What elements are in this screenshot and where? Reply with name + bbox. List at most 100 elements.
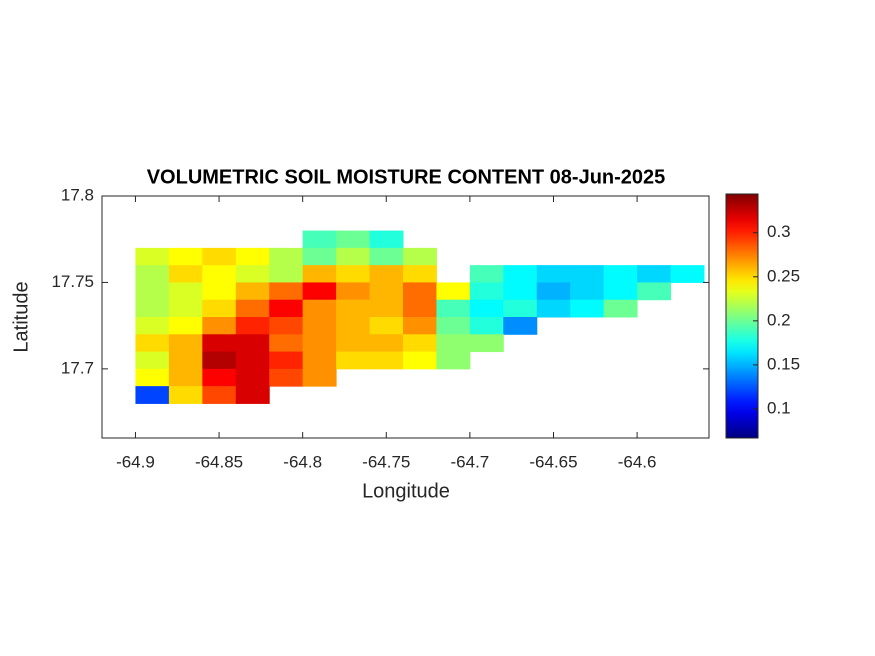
cell [168, 265, 203, 283]
cell [302, 368, 337, 387]
cell [336, 299, 371, 318]
cell [402, 282, 437, 301]
cell [168, 282, 203, 301]
colorbar-tick-label: 0.1 [767, 398, 791, 417]
cell [202, 317, 237, 335]
cell [603, 265, 638, 283]
cell [503, 282, 538, 301]
cell [168, 368, 203, 387]
cell [302, 265, 337, 283]
cell [603, 299, 638, 318]
x-tick-label: -64.7 [451, 452, 490, 471]
cell [302, 317, 337, 335]
x-tick-label: -64.9 [116, 452, 155, 471]
cell [336, 265, 371, 283]
cell [235, 265, 270, 283]
cell [336, 351, 371, 370]
cell [168, 299, 203, 318]
cell [536, 299, 571, 318]
cell [302, 334, 337, 353]
cell [369, 299, 404, 318]
cell [336, 230, 371, 249]
cell [369, 230, 404, 249]
cell [369, 282, 404, 301]
cell [135, 299, 170, 318]
cell [235, 368, 270, 387]
cell [503, 317, 538, 335]
cell [302, 247, 337, 266]
cell [168, 351, 203, 370]
cell [402, 299, 437, 318]
cell [369, 265, 404, 283]
x-tick-label: -64.65 [529, 452, 577, 471]
cell [269, 247, 304, 266]
colorbar [725, 193, 759, 439]
cell [369, 247, 404, 266]
cell [336, 282, 371, 301]
cell [402, 351, 437, 370]
cell [469, 299, 504, 318]
cell [269, 317, 304, 335]
cell [436, 351, 471, 370]
cell [469, 317, 504, 335]
cell [402, 265, 437, 283]
y-tick-label: 17.7 [61, 358, 94, 377]
cell [235, 334, 270, 353]
cell [436, 334, 471, 353]
cell [670, 265, 705, 283]
cell [202, 351, 237, 370]
cell [202, 334, 237, 353]
cell [235, 386, 270, 404]
cell [536, 282, 571, 301]
x-tick-label: -64.75 [362, 452, 410, 471]
cell [235, 282, 270, 301]
cell [235, 351, 270, 370]
y-tick-label: 17.75 [51, 272, 94, 291]
cell [503, 265, 538, 283]
cell [302, 299, 337, 318]
cell [369, 334, 404, 353]
cell [168, 386, 203, 404]
cell [202, 247, 237, 266]
colorbar-tick-label: 0.15 [767, 354, 800, 373]
cell [135, 334, 170, 353]
cell [135, 247, 170, 266]
cell [135, 351, 170, 370]
cell [202, 368, 237, 387]
cell [336, 317, 371, 335]
cell [302, 351, 337, 370]
cell [135, 368, 170, 387]
cell [369, 317, 404, 335]
cell [135, 386, 170, 404]
cell [469, 282, 504, 301]
cell [503, 299, 538, 318]
cell [402, 334, 437, 353]
cell [168, 317, 203, 335]
cell [302, 230, 337, 249]
cell [637, 265, 672, 283]
x-tick-label: -64.6 [618, 452, 657, 471]
cell [269, 351, 304, 370]
cell [469, 334, 504, 353]
cell [402, 247, 437, 266]
cell [135, 265, 170, 283]
cell [637, 282, 672, 301]
cell [135, 317, 170, 335]
cell [235, 317, 270, 335]
cell [269, 334, 304, 353]
colorbar-tick-label: 0.3 [767, 222, 791, 241]
cell [436, 317, 471, 335]
cell [202, 282, 237, 301]
y-axis-label: Latitude [10, 281, 32, 352]
x-tick-label: -64.85 [195, 452, 243, 471]
colorbar-tick-label: 0.2 [767, 310, 791, 329]
cell [168, 334, 203, 353]
cell [302, 282, 337, 301]
y-tick-label: 17.8 [61, 185, 94, 204]
cell [570, 282, 605, 301]
cell [269, 265, 304, 283]
x-axis-label: Longitude [362, 480, 450, 502]
cell [570, 265, 605, 283]
chart-title: VOLUMETRIC SOIL MOISTURE CONTENT 08-Jun-… [147, 166, 666, 188]
